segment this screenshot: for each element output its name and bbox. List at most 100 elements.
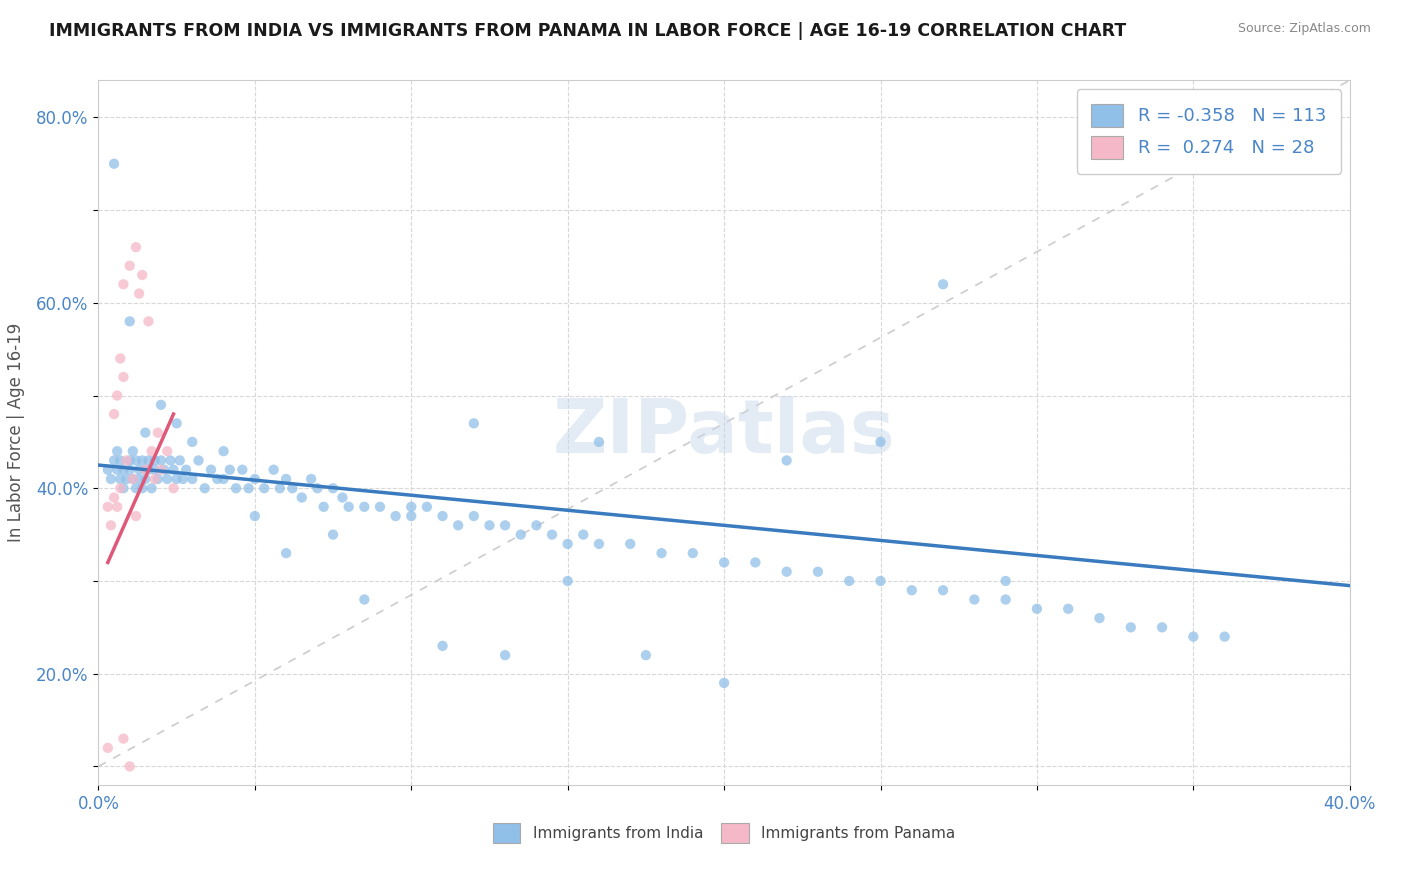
Point bbox=[128, 463, 150, 477]
Point bbox=[588, 434, 610, 449]
Point bbox=[159, 453, 181, 467]
Point bbox=[994, 592, 1017, 607]
Point bbox=[110, 481, 132, 495]
Point bbox=[274, 546, 298, 560]
Point bbox=[322, 527, 344, 541]
Point bbox=[143, 453, 166, 467]
Point bbox=[322, 481, 344, 495]
Point bbox=[526, 518, 548, 533]
Point bbox=[162, 463, 184, 477]
Point bbox=[900, 583, 922, 598]
Point bbox=[332, 491, 354, 505]
Point bbox=[932, 277, 955, 292]
Point bbox=[994, 574, 1017, 588]
Point bbox=[838, 574, 860, 588]
Point bbox=[299, 472, 322, 486]
Point bbox=[307, 481, 329, 495]
Point bbox=[463, 417, 485, 431]
Point bbox=[963, 592, 986, 607]
Point bbox=[312, 500, 335, 514]
Point bbox=[243, 472, 266, 486]
Point bbox=[174, 463, 197, 477]
Point bbox=[125, 453, 148, 467]
Point bbox=[103, 491, 125, 505]
Point bbox=[156, 472, 179, 486]
Point bbox=[557, 574, 579, 588]
Point bbox=[112, 731, 135, 746]
Point bbox=[172, 472, 194, 486]
Point bbox=[869, 434, 891, 449]
Point bbox=[103, 407, 125, 421]
Point bbox=[138, 314, 160, 328]
Point bbox=[401, 500, 423, 514]
Point bbox=[231, 463, 253, 477]
Point bbox=[243, 509, 266, 524]
Point bbox=[776, 453, 799, 467]
Point bbox=[557, 537, 579, 551]
Point bbox=[112, 277, 135, 292]
Point bbox=[572, 527, 595, 541]
Point bbox=[807, 565, 830, 579]
Point bbox=[207, 472, 229, 486]
Point bbox=[112, 370, 135, 384]
Text: ZIPatlas: ZIPatlas bbox=[553, 396, 896, 469]
Point bbox=[103, 453, 125, 467]
Point bbox=[541, 527, 564, 541]
Point bbox=[463, 509, 485, 524]
Point bbox=[1026, 601, 1049, 615]
Point bbox=[141, 444, 163, 458]
Point bbox=[869, 574, 891, 588]
Point bbox=[263, 463, 285, 477]
Point bbox=[1152, 620, 1174, 634]
Point bbox=[509, 527, 531, 541]
Y-axis label: In Labor Force | Age 16-19: In Labor Force | Age 16-19 bbox=[7, 323, 25, 542]
Point bbox=[112, 463, 135, 477]
Point bbox=[291, 491, 314, 505]
Point bbox=[384, 509, 406, 524]
Point bbox=[432, 639, 454, 653]
Point bbox=[118, 314, 141, 328]
Point bbox=[118, 453, 141, 467]
Point bbox=[494, 648, 516, 662]
Point bbox=[134, 463, 156, 477]
Point bbox=[134, 425, 156, 440]
Point bbox=[447, 518, 470, 533]
Point bbox=[187, 453, 209, 467]
Point bbox=[105, 500, 128, 514]
Point bbox=[200, 463, 222, 477]
Point bbox=[269, 481, 291, 495]
Point bbox=[218, 463, 240, 477]
Point bbox=[150, 398, 173, 412]
Point bbox=[212, 444, 235, 458]
Point bbox=[650, 546, 672, 560]
Point bbox=[131, 481, 153, 495]
Point bbox=[112, 481, 135, 495]
Point bbox=[401, 509, 423, 524]
Point bbox=[100, 472, 122, 486]
Point bbox=[494, 518, 516, 533]
Point bbox=[619, 537, 641, 551]
Point bbox=[634, 648, 657, 662]
Point bbox=[134, 463, 156, 477]
Point bbox=[105, 463, 128, 477]
Point bbox=[97, 740, 120, 755]
Point bbox=[166, 417, 188, 431]
Point bbox=[1119, 620, 1142, 634]
Point bbox=[131, 268, 153, 282]
Point bbox=[682, 546, 704, 560]
Point bbox=[121, 472, 143, 486]
Point bbox=[110, 472, 132, 486]
Point bbox=[141, 481, 163, 495]
Point bbox=[194, 481, 217, 495]
Point bbox=[353, 592, 375, 607]
Point bbox=[121, 472, 143, 486]
Point bbox=[932, 583, 955, 598]
Point bbox=[138, 463, 160, 477]
Point bbox=[118, 759, 141, 773]
Point bbox=[588, 537, 610, 551]
Point bbox=[776, 565, 799, 579]
Point bbox=[115, 453, 138, 467]
Point bbox=[110, 453, 132, 467]
Point bbox=[115, 472, 138, 486]
Point bbox=[125, 509, 148, 524]
